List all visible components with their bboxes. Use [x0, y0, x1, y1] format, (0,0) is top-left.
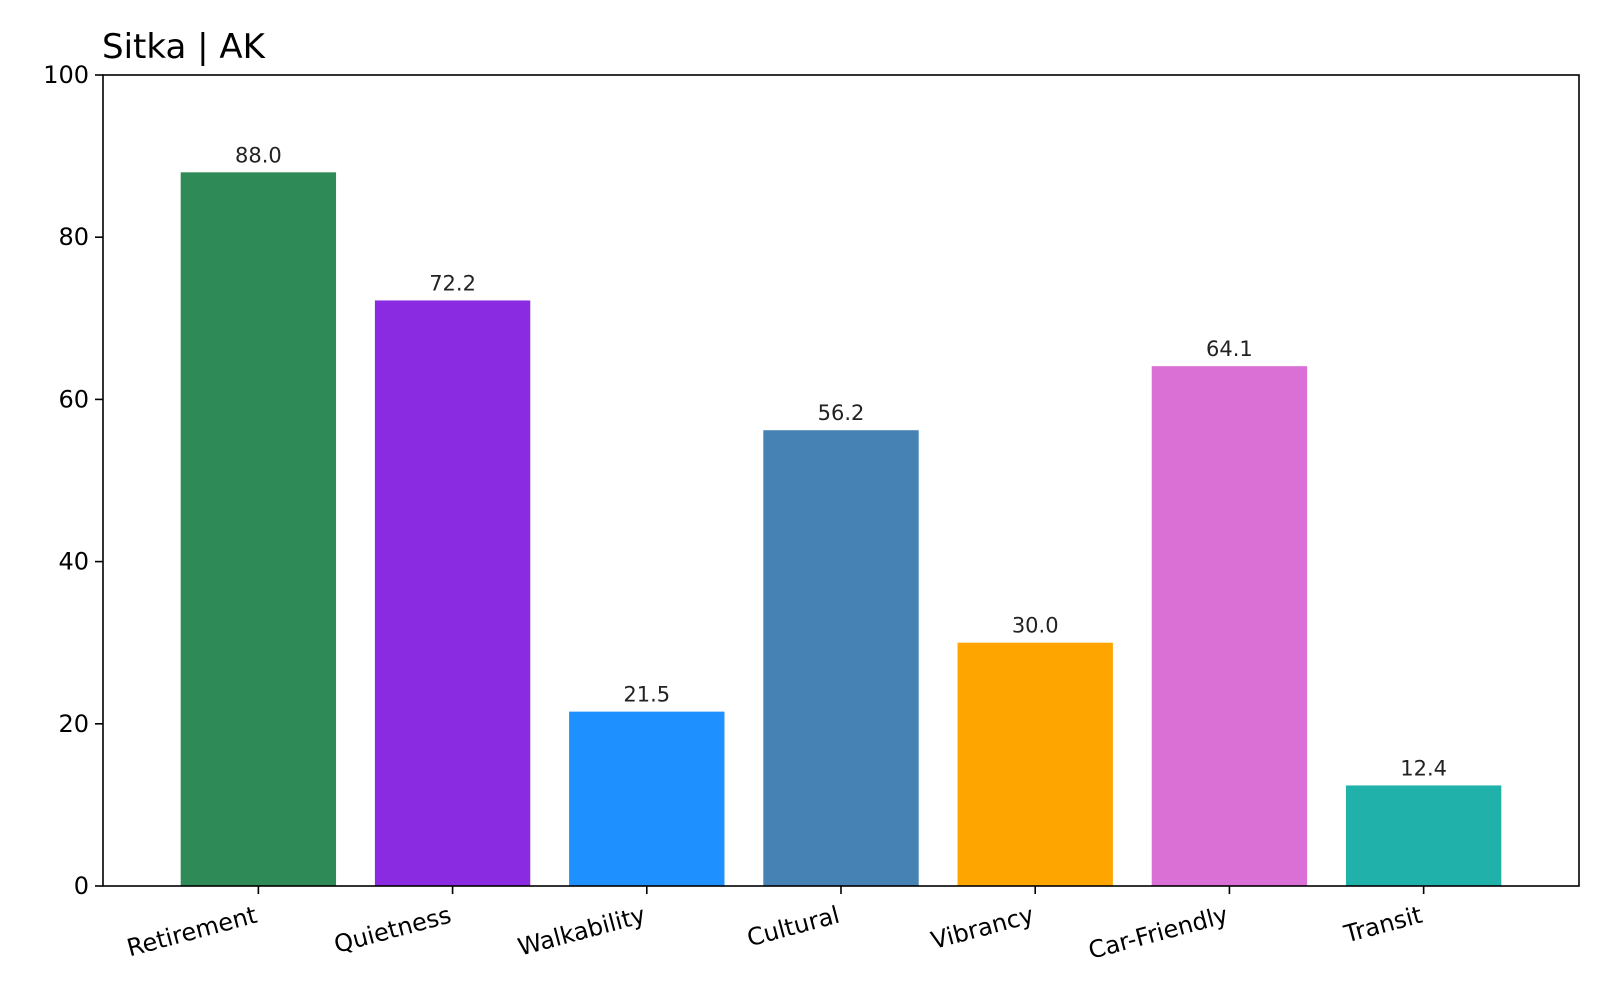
plot-frame [102, 74, 1580, 887]
chart-title: Sitka | AK [102, 27, 267, 67]
y-tick-label: 0 [74, 872, 89, 900]
bar-quietness [374, 300, 531, 886]
value-labels-group: 88.0 72.2 21.5 56.2 30.0 64.1 12.4 [235, 143, 1447, 780]
x-tick-label: Vibrancy [928, 901, 1037, 955]
data-label-vibrancy: 30.0 [1012, 614, 1059, 638]
x-tick-label: Walkability [515, 901, 648, 962]
x-tick-label: Cultural [744, 901, 843, 953]
x-axis: Retirement Quietness Walkability Cultural Vi… [124, 886, 1425, 965]
data-label-walkability: 21.5 [623, 683, 670, 707]
y-tick-label: 60 [58, 385, 89, 413]
x-tick-label: Car-Friendly [1085, 901, 1231, 965]
bar-car-friendly [1151, 366, 1308, 886]
bar-walkability [569, 711, 725, 886]
bar-retirement [180, 172, 337, 886]
y-tick-label: 20 [58, 710, 89, 738]
bar-cultural [763, 430, 919, 886]
x-tick-label: Quietness [331, 901, 454, 959]
data-label-quietness: 72.2 [429, 271, 476, 295]
y-axis: 0 20 40 60 80 100 [43, 61, 103, 900]
x-tick-label: Transit [1340, 901, 1425, 949]
bars-group [180, 172, 1502, 886]
bar-transit [1345, 785, 1502, 886]
data-label-retirement: 88.0 [235, 143, 282, 167]
bar-vibrancy [957, 642, 1113, 886]
x-tick-label: Retirement [124, 901, 260, 963]
y-tick-label: 100 [43, 61, 89, 89]
data-label-cultural: 56.2 [818, 401, 865, 425]
y-tick-label: 80 [58, 223, 89, 251]
y-tick-label: 40 [58, 548, 89, 576]
data-label-transit: 12.4 [1400, 756, 1447, 780]
data-label-car-friendly: 64.1 [1206, 337, 1253, 361]
